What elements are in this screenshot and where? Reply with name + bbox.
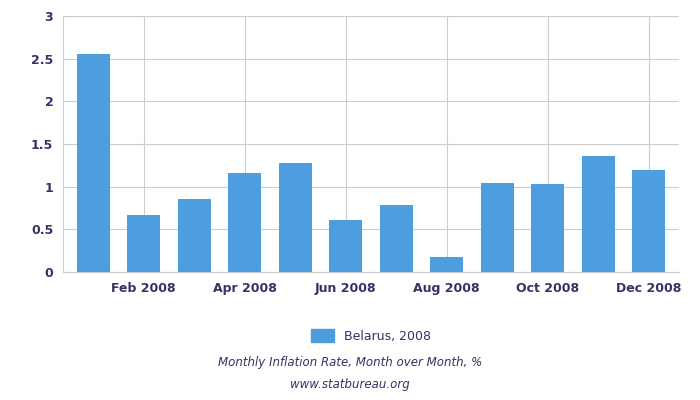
Text: Monthly Inflation Rate, Month over Month, %: Monthly Inflation Rate, Month over Month… bbox=[218, 356, 482, 369]
Bar bbox=[77, 54, 110, 272]
Bar bbox=[228, 173, 261, 272]
Bar bbox=[531, 184, 564, 272]
Bar bbox=[279, 163, 312, 272]
Bar bbox=[329, 220, 362, 272]
Bar bbox=[178, 200, 211, 272]
Bar bbox=[380, 206, 413, 272]
Bar bbox=[582, 156, 615, 272]
Text: www.statbureau.org: www.statbureau.org bbox=[290, 378, 410, 391]
Legend: Belarus, 2008: Belarus, 2008 bbox=[307, 324, 435, 348]
Bar bbox=[127, 215, 160, 272]
Bar bbox=[430, 258, 463, 272]
Bar bbox=[481, 183, 514, 272]
Bar bbox=[632, 170, 665, 272]
